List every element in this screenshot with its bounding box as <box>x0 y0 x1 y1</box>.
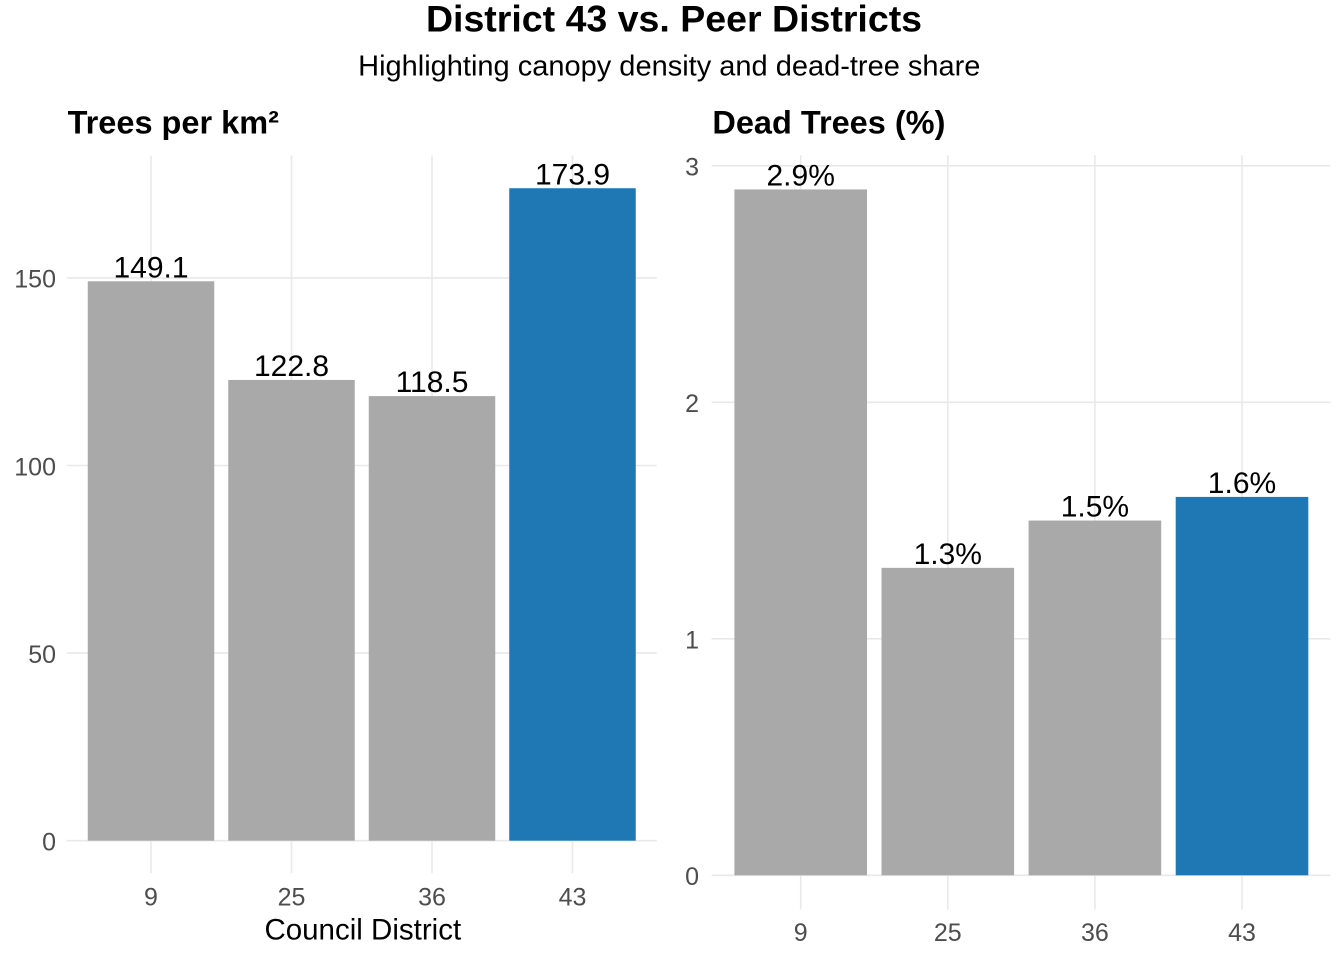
svg-text:9: 9 <box>794 919 808 947</box>
svg-text:Dead Trees (%): Dead Trees (%) <box>712 105 945 141</box>
svg-text:1: 1 <box>685 627 699 655</box>
svg-text:Trees per km²: Trees per km² <box>68 105 280 141</box>
svg-text:149.1: 149.1 <box>113 251 188 284</box>
svg-text:9: 9 <box>144 884 158 912</box>
svg-text:2: 2 <box>685 390 699 418</box>
svg-text:150: 150 <box>14 266 56 294</box>
svg-text:2.9%: 2.9% <box>767 160 835 193</box>
svg-text:0: 0 <box>42 828 56 856</box>
svg-text:173.9: 173.9 <box>535 158 610 191</box>
svg-text:118.5: 118.5 <box>396 366 469 399</box>
svg-text:3: 3 <box>685 154 699 182</box>
svg-text:122.8: 122.8 <box>254 350 329 383</box>
svg-text:43: 43 <box>1228 919 1256 947</box>
svg-text:25: 25 <box>278 884 306 912</box>
svg-text:1.5%: 1.5% <box>1061 491 1129 524</box>
svg-text:Council District: Council District <box>264 913 461 946</box>
svg-text:50: 50 <box>28 641 56 669</box>
svg-text:100: 100 <box>14 453 56 481</box>
svg-text:36: 36 <box>1081 919 1109 947</box>
svg-text:0: 0 <box>685 863 699 891</box>
svg-text:Highlighting canopy density an: Highlighting canopy density and dead-tre… <box>358 50 980 82</box>
svg-text:1.3%: 1.3% <box>914 538 982 571</box>
svg-text:District 43 vs. Peer Districts: District 43 vs. Peer Districts <box>426 0 922 40</box>
svg-text:1.6%: 1.6% <box>1208 467 1276 500</box>
svg-text:43: 43 <box>559 884 587 912</box>
svg-text:25: 25 <box>934 919 962 947</box>
svg-text:36: 36 <box>418 884 446 912</box>
